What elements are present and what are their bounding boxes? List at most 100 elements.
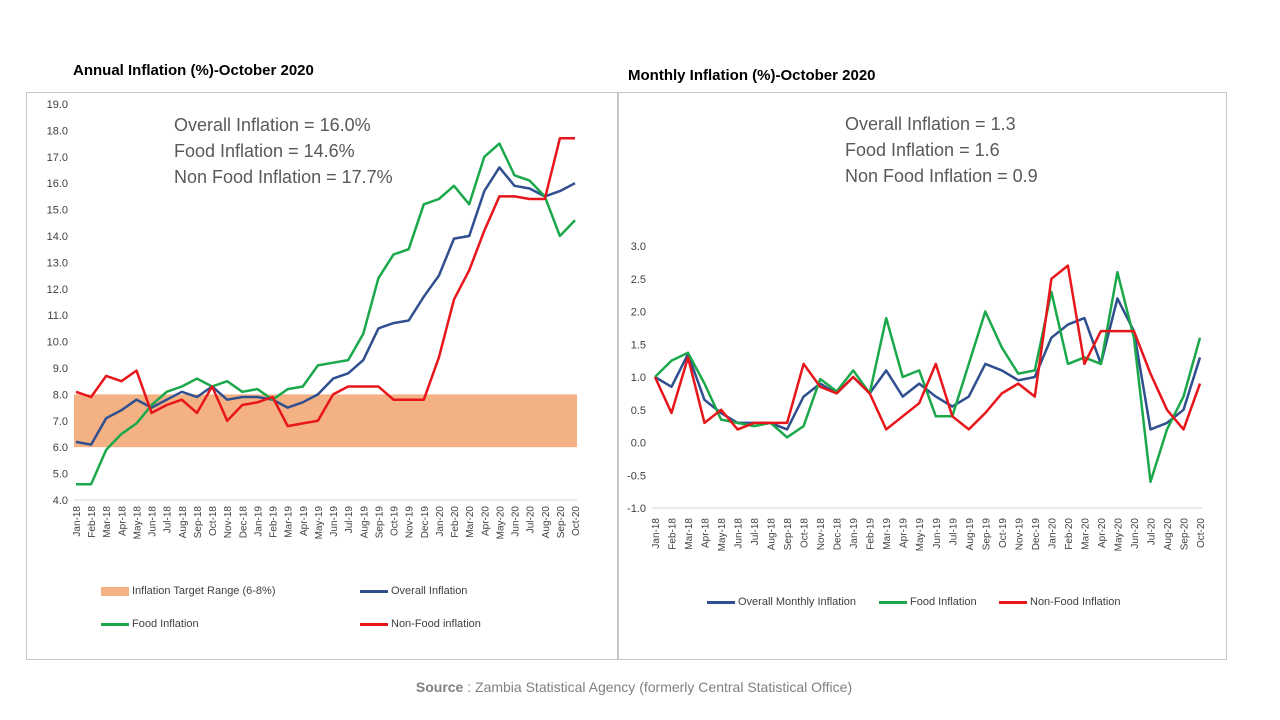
monthly-legend-item-overall: Overall Monthly Inflation (707, 596, 856, 608)
x-tick-label: Mar-19 (284, 506, 295, 538)
x-tick-label: Apr-18 (117, 506, 128, 536)
x-tick-label: Aug-19 (359, 506, 370, 539)
x-tick-label: Jul-19 (948, 518, 959, 546)
legend-label-target: Inflation Target Range (6-8%) (132, 585, 276, 597)
x-tick-label: May-18 (132, 506, 143, 540)
x-tick-label: Jul-20 (526, 506, 537, 534)
x-tick-label: Jun-20 (1130, 518, 1141, 549)
monthly-legend-swatch-food (879, 600, 907, 604)
x-tick-label: Sep-19 (981, 518, 992, 551)
annual-chart: 4.0 5.0 6.0 7.0 8.0 9.0 10.0 11.0 12.0 13.0 14.0 15… (47, 99, 582, 540)
x-tick-label: Oct-20 (571, 506, 582, 536)
x-tick-label: May-18 (717, 518, 728, 552)
x-tick-label: Nov-19 (405, 506, 416, 539)
x-tick-label: Feb-20 (450, 506, 461, 538)
x-tick-label: Sep-20 (556, 506, 567, 539)
x-tick-label: May-20 (495, 506, 506, 540)
y-tick-label: -0.5 (627, 470, 646, 482)
x-tick-label: Feb-18 (87, 506, 98, 538)
x-tick-label: Feb-18 (668, 518, 679, 550)
x-tick-label: Apr-19 (299, 506, 310, 536)
x-tick-label: Oct-19 (998, 518, 1009, 548)
x-tick-label: Sep-18 (193, 506, 204, 539)
nonfood-series-line (653, 264, 1202, 431)
x-tick-label: Jan-20 (1047, 518, 1058, 549)
x-tick-label: Jul-20 (1146, 518, 1157, 546)
x-tick-label: Dec-18 (238, 506, 249, 539)
x-tick-label: Mar-20 (465, 506, 476, 538)
x-tick-label: Jun-19 (932, 518, 943, 549)
y-tick-label: 9.0 (53, 363, 68, 375)
annual-summary-nonfood: Non Food Inflation = 17.7% (174, 167, 393, 187)
legend-swatch-target (101, 586, 129, 596)
source-text: Zambia Statistical Agency (formerly Cent… (475, 679, 853, 695)
x-tick-label: Mar-20 (1080, 518, 1091, 550)
source-note: Source : Zambia Statistical Agency (form… (0, 679, 1268, 695)
x-tick-label: Sep-19 (374, 506, 385, 539)
monthly-summary-food: Food Inflation = 1.6 (845, 140, 1000, 160)
x-tick-label: Apr-20 (480, 506, 491, 536)
annual-summary-food: Food Inflation = 14.6% (174, 141, 355, 161)
x-tick-label: Oct-20 (1196, 518, 1207, 548)
legend-label-nonfood: Non-Food inflation (391, 618, 481, 630)
x-tick-label: Aug-20 (541, 506, 552, 539)
monthly-legend-label-overall: Overall Monthly Inflation (738, 596, 856, 608)
x-tick-label: Jun-18 (734, 518, 745, 549)
x-tick-label: May-19 (314, 506, 325, 540)
x-tick-label: Aug-18 (767, 518, 778, 551)
y-tick-label: 17.0 (47, 152, 68, 164)
monthly-legend-label-nonfood: Non-Food Inflation (1030, 596, 1121, 608)
y-tick-label: 8.0 (53, 389, 68, 401)
y-tick-label: 18.0 (47, 125, 68, 137)
y-tick-label: 3.0 (631, 241, 646, 253)
legend-item-overall: Overall Inflation (360, 585, 467, 597)
legend-label-food: Food Inflation (132, 618, 199, 630)
monthly-legend-item-food: Food Inflation (879, 596, 977, 608)
x-tick-label: Jan-18 (72, 506, 83, 537)
target-range-band (74, 394, 577, 448)
overall-series-line (654, 297, 1202, 431)
x-tick-label: Aug-18 (178, 506, 189, 539)
overall-series-line (75, 166, 576, 446)
monthly-legend-swatch-overall (707, 600, 735, 604)
monthly-chart-title: Monthly Inflation (%)-October 2020 (628, 67, 876, 84)
y-tick-label: 10.0 (47, 337, 68, 349)
x-tick-label: Dec-19 (1031, 518, 1042, 551)
legend-swatch-nonfood (360, 622, 388, 626)
x-tick-label: Aug-20 (1163, 518, 1174, 551)
y-tick-label: -1.0 (627, 503, 646, 515)
x-tick-label: Oct-18 (208, 506, 219, 536)
monthly-legend-label-food: Food Inflation (910, 596, 977, 608)
x-tick-label: Jun-19 (329, 506, 340, 537)
x-tick-label: Nov-19 (1014, 518, 1025, 551)
y-tick-label: 1.5 (631, 339, 646, 351)
x-tick-label: Mar-18 (684, 518, 695, 550)
legend-label-overall: Overall Inflation (391, 585, 468, 597)
x-tick-label: Dec-19 (420, 506, 431, 539)
x-tick-label: Jan-19 (849, 518, 860, 549)
x-tick-label: Apr-18 (701, 518, 712, 548)
x-tick-label: Jul-19 (344, 506, 355, 534)
annual-chart-panel: 4.0 5.0 6.0 7.0 8.0 9.0 10.0 11.0 12.0 13.0 14.0 15… (26, 92, 618, 660)
legend-item-food: Food Inflation (101, 618, 199, 630)
x-tick-label: Mar-18 (102, 506, 113, 538)
y-tick-label: 14.0 (47, 231, 68, 243)
y-tick-label: 11.0 (47, 310, 68, 322)
monthly-summary-nonfood: Non Food Inflation = 0.9 (845, 166, 1038, 186)
source-label: Source (415, 679, 464, 695)
x-tick-label: Feb-19 (269, 506, 280, 538)
y-tick-label: 12.0 (47, 284, 68, 296)
y-tick-label: 0.5 (631, 405, 646, 417)
x-tick-label: Feb-20 (1064, 518, 1075, 550)
x-tick-label: Sep-20 (1179, 518, 1190, 551)
x-tick-label: Oct-19 (390, 506, 401, 536)
x-tick-label: Nov-18 (223, 506, 234, 539)
y-tick-label: 5.0 (53, 469, 68, 481)
x-tick-label: Apr-20 (1097, 518, 1108, 548)
monthly-legend-item-nonfood: Non-Food Inflation (999, 596, 1121, 608)
y-tick-label: 16.0 (47, 178, 68, 190)
x-tick-label: Dec-18 (833, 518, 844, 551)
monthly-summary: Overall Inflation = 1.3 Food Inflation =… (845, 111, 1038, 189)
x-tick-label: Jan-19 (253, 506, 264, 537)
x-tick-label: Jul-18 (750, 518, 761, 546)
